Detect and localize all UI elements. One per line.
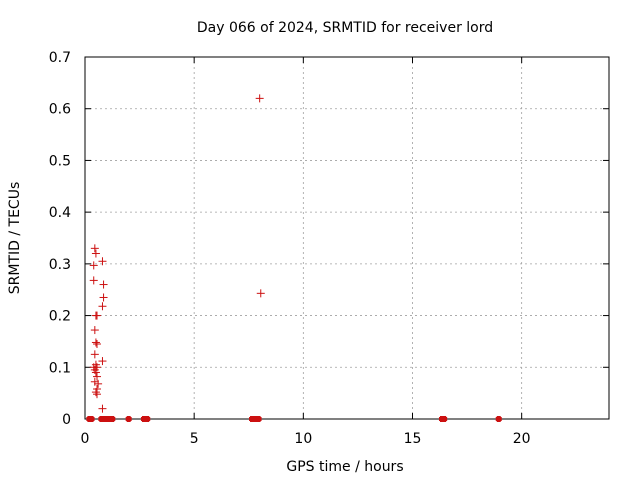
y-tick-label: 0.3 [49,257,71,273]
data-point [98,357,107,366]
data-point [441,416,448,422]
data-point [144,416,151,422]
data-point [90,377,99,386]
data-point [495,416,502,422]
data-point [125,416,132,422]
y-tick-label: 0.2 [49,309,71,325]
data-point [109,416,116,422]
y-tick-label: 0.5 [49,153,71,169]
data-point [91,368,100,377]
x-tick-label: 10 [294,431,312,447]
data-point [98,257,107,266]
data-point [90,244,99,253]
x-tick-label: 5 [190,431,199,447]
x-tick-label: 15 [404,431,422,447]
y-tick-label: 0.4 [49,205,71,221]
x-tick-labels: 0 5 10 15 20 [81,431,531,447]
data-point [91,388,100,397]
x-axis-label: GPS time / hours [286,459,403,475]
data-points [86,94,502,422]
data-point [93,390,102,399]
data-point [98,404,107,413]
data-point [93,311,102,320]
data-point [91,338,100,347]
data-point [98,302,107,311]
data-point [88,416,95,422]
data-point [89,261,98,270]
data-point [90,350,99,359]
data-point [91,249,100,258]
data-point [90,326,99,335]
x-tick-label: 0 [81,431,90,447]
grid-lines [85,57,609,419]
data-point [93,340,102,349]
axis-ticks [84,56,609,420]
data-point [255,416,262,422]
y-tick-label: 0 [62,412,71,428]
y-tick-label: 0.7 [49,50,71,66]
data-point [89,276,98,285]
data-point [255,94,264,103]
chart-title: Day 066 of 2024, SRMTID for receiver lor… [197,20,493,36]
y-tick-label: 0.6 [49,102,71,118]
data-point [99,293,108,302]
data-point [93,372,102,381]
y-tick-labels: 0 0.1 0.2 0.3 0.4 0.5 0.6 0.7 [49,50,71,428]
plot-frame [84,56,610,420]
x-tick-label: 20 [513,431,531,447]
data-point [256,289,265,298]
data-point [94,379,103,388]
data-point [99,280,108,289]
y-axis-label: SRMTID / TECUs [7,182,23,295]
y-tick-label: 0.1 [49,360,71,376]
